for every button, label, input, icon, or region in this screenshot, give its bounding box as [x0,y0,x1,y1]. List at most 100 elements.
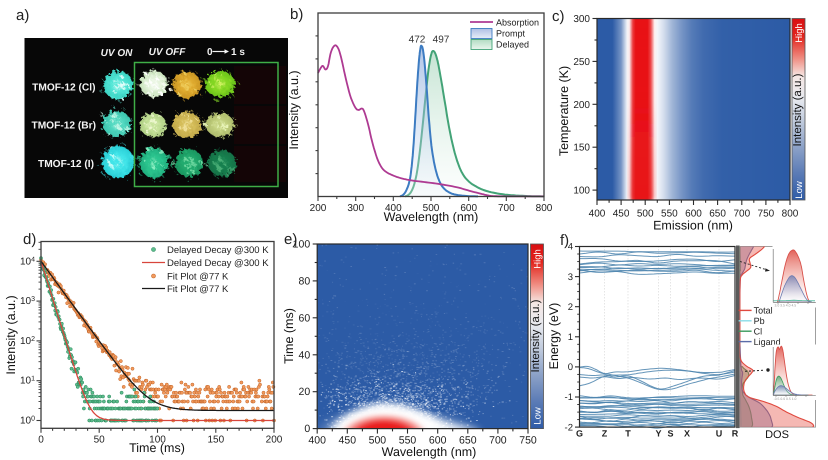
svg-text:200: 200 [310,203,327,214]
svg-text:-0.5 0.0 0.5 1.0: -0.5 0.0 0.5 1.0 [774,397,797,401]
svg-text:Delayed: Delayed [496,40,529,50]
svg-text:550: 550 [661,209,678,220]
svg-text:Y: Y [655,429,661,439]
svg-text:TMOF-12 (Cl): TMOF-12 (Cl) [32,83,95,94]
svg-text:400: 400 [308,435,326,447]
svg-text:500: 500 [637,209,654,220]
svg-text:-1: -1 [565,392,573,403]
svg-text:100: 100 [293,239,311,251]
svg-text:450: 450 [613,209,630,220]
svg-text:500: 500 [423,203,440,214]
svg-text:50: 50 [94,434,106,445]
svg-text:497: 497 [433,35,450,46]
svg-text:4: 4 [568,242,573,253]
svg-text:Emission (nm): Emission (nm) [653,219,733,233]
svg-text:Wavelength (nm): Wavelength (nm) [384,210,479,224]
svg-text:c): c) [552,8,565,25]
svg-text:60: 60 [299,312,311,324]
svg-text:High: High [794,23,805,43]
svg-text:Intensity (a.u.): Intensity (a.u.) [792,73,804,146]
svg-text:R: R [732,429,739,439]
svg-text:Time (ms): Time (ms) [129,441,185,455]
svg-text:104: 104 [20,256,35,268]
svg-text:DOS: DOS [765,429,789,441]
svg-text:200: 200 [573,100,590,111]
svg-text:1 s: 1 s [231,47,245,58]
svg-text:f): f) [560,232,569,249]
svg-text:550: 550 [399,435,417,447]
svg-text:Pb: Pb [754,316,765,326]
svg-text:Low: Low [794,181,805,199]
svg-text:450: 450 [339,435,357,447]
svg-text:High: High [532,249,543,269]
svg-text:-2: -2 [565,422,573,433]
svg-text:Fit Plot @77 K: Fit Plot @77 K [167,272,229,283]
svg-text:750: 750 [758,209,775,220]
svg-text:20: 20 [299,386,311,398]
svg-text:T: T [625,429,631,439]
svg-text:100: 100 [573,186,590,197]
svg-text:S: S [667,429,673,439]
svg-text:650: 650 [709,209,726,220]
svg-text:600: 600 [685,209,702,220]
svg-text:X: X [684,429,690,439]
svg-text:b): b) [290,6,303,23]
svg-text:300: 300 [573,14,590,25]
svg-text:Cl: Cl [754,326,763,336]
svg-text:Wavelength (nm): Wavelength (nm) [382,445,477,459]
svg-text:2: 2 [568,302,573,313]
svg-text:750: 750 [519,435,537,447]
svg-text:Energy (eV): Energy (eV) [547,303,561,370]
svg-text:700: 700 [733,209,750,220]
svg-text:Fit Plot @77 K: Fit Plot @77 K [167,284,229,295]
svg-text:Absorption: Absorption [496,18,539,28]
svg-text:800: 800 [782,209,799,220]
svg-text:0: 0 [38,434,44,445]
svg-text:100: 100 [20,415,35,427]
svg-text:150: 150 [207,434,224,445]
svg-text:80: 80 [299,275,311,287]
svg-text:103: 103 [20,296,35,308]
svg-text:40: 40 [299,349,311,361]
svg-text:250: 250 [573,57,590,68]
svg-text:200: 200 [266,434,283,445]
svg-text:Intensity (a.u.): Intensity (a.u.) [287,70,301,149]
svg-text:a): a) [16,7,29,24]
svg-text:UV OFF: UV OFF [149,47,187,58]
svg-text:U: U [716,429,723,439]
svg-text:Temperature (K): Temperature (K) [557,66,571,156]
svg-text:0: 0 [568,362,573,373]
svg-text:500: 500 [369,435,387,447]
svg-text:TMOF-12 (I): TMOF-12 (I) [38,159,94,170]
svg-text:Intensity (a.u.): Intensity (a.u.) [530,299,542,372]
svg-text:400: 400 [385,203,402,214]
svg-text:Delayed Decay @300 K: Delayed Decay @300 K [167,258,269,269]
svg-text:Z: Z [602,429,608,439]
svg-text:600: 600 [460,203,477,214]
svg-text:300: 300 [347,203,364,214]
svg-text:150: 150 [573,143,590,154]
svg-text:Time (ms): Time (ms) [282,308,296,364]
svg-text:472: 472 [409,35,426,46]
svg-text:Low: Low [532,407,543,425]
svg-text:e): e) [284,231,297,248]
svg-text:101: 101 [20,375,35,387]
svg-text:Delayed Decay @300 K: Delayed Decay @300 K [167,245,269,256]
svg-text:G: G [576,429,583,439]
svg-text:3: 3 [568,272,573,283]
svg-text:d): d) [23,231,36,248]
svg-text:700: 700 [498,203,515,214]
svg-text:0: 0 [304,423,310,435]
svg-text:100: 100 [149,434,166,445]
svg-text:600: 600 [429,435,447,447]
svg-text:Prompt: Prompt [496,29,526,39]
svg-text:Intensity (a.u.): Intensity (a.u.) [4,295,18,374]
svg-text:102: 102 [20,335,35,347]
svg-text:Total: Total [754,306,773,316]
svg-text:UV ON: UV ON [101,48,133,59]
svg-text:3.0 3.5 4.0 4.5: 3.0 3.5 4.0 4.5 [775,304,797,308]
svg-text:650: 650 [459,435,477,447]
svg-text:0: 0 [207,47,213,58]
svg-text:1: 1 [568,332,573,343]
svg-text:800: 800 [536,203,553,214]
